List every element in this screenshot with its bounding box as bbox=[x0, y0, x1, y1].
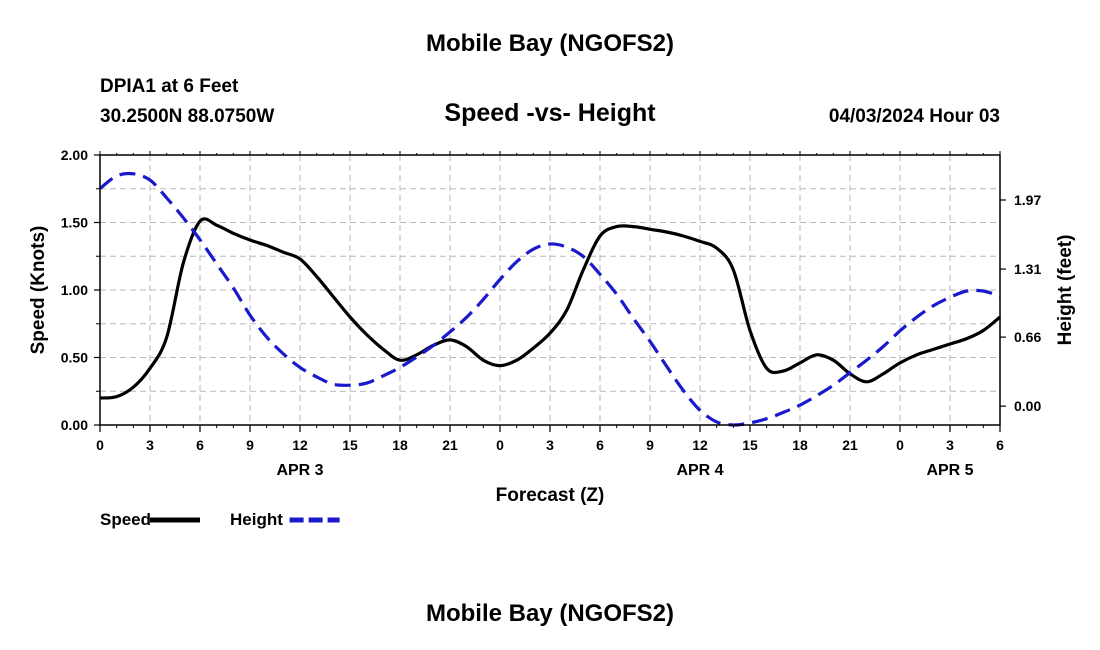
y-tick-label: 0.00 bbox=[61, 417, 88, 433]
y2-tick-label: 0.66 bbox=[1014, 329, 1041, 345]
y-axis-title: Speed (Knots) bbox=[28, 226, 49, 355]
main-title: Mobile Bay (NGOFS2) bbox=[425, 30, 675, 57]
x-tick-label: 15 bbox=[342, 437, 358, 453]
x-tick-label: 15 bbox=[742, 437, 758, 453]
x-tick-label: 0 bbox=[896, 437, 904, 453]
x-tick-label: 12 bbox=[692, 437, 708, 453]
date-label: APR 3 bbox=[276, 462, 323, 479]
grid-lines bbox=[100, 155, 1000, 425]
legend: Speed Height bbox=[100, 510, 340, 529]
x-tick-label: 21 bbox=[442, 437, 458, 453]
y-tick-label: 2.00 bbox=[61, 147, 88, 163]
x-tick-label: 9 bbox=[646, 437, 654, 453]
footer-title: Mobile Bay (NGOFS2) bbox=[425, 600, 675, 627]
y2-tick-label: 0.00 bbox=[1014, 398, 1041, 414]
date-label: APR 5 bbox=[926, 462, 973, 479]
y-tick-label: 1.00 bbox=[61, 282, 88, 298]
date-labels: APR 3 APR 4 APR 5 bbox=[276, 462, 973, 479]
y-tick-label: 0.50 bbox=[61, 350, 88, 366]
y2-axis-title: Height (feet) bbox=[1055, 235, 1076, 346]
x-tick-label: 0 bbox=[496, 437, 504, 453]
x-tick-label: 3 bbox=[146, 437, 154, 453]
y2-tick-label: 1.97 bbox=[1014, 192, 1041, 208]
legend-label-height: Height bbox=[230, 510, 283, 529]
x-axis-title: Forecast (Z) bbox=[496, 485, 605, 506]
x-tick-label: 9 bbox=[246, 437, 254, 453]
x-tick-label: 6 bbox=[596, 437, 604, 453]
x-tick-label: 0 bbox=[96, 437, 104, 453]
plot-title: Speed -vs- Height bbox=[444, 99, 656, 127]
x-tick-label: 6 bbox=[196, 437, 204, 453]
x-tick-label: 12 bbox=[292, 437, 308, 453]
x-tick-label: 3 bbox=[546, 437, 554, 453]
y2-axis-ticks: 0.00 0.66 1.31 1.97 bbox=[1000, 192, 1041, 414]
date-label: APR 4 bbox=[676, 462, 723, 479]
y2-tick-label: 1.31 bbox=[1014, 261, 1041, 277]
forecast-datetime: 04/03/2024 Hour 03 bbox=[828, 106, 1000, 127]
series-line-height bbox=[99, 171, 1001, 427]
x-tick-label: 18 bbox=[792, 437, 808, 453]
legend-label-speed: Speed bbox=[100, 510, 151, 529]
x-tick-label: 18 bbox=[392, 437, 408, 453]
station-coordinates: 30.2500N 88.0750W bbox=[100, 106, 275, 127]
x-tick-label: 6 bbox=[996, 437, 1004, 453]
x-axis-ticks: 0 3 6 9 12 15 18 21 0 3 6 9 12 15 18 21 0 3 6 bbox=[96, 151, 1004, 453]
series-lines bbox=[99, 171, 1002, 427]
station-label: DPIA1 at 6 Feet bbox=[100, 76, 239, 97]
x-tick-label: 21 bbox=[842, 437, 858, 453]
y-axis-ticks: 0.00 0.50 1.00 1.50 2.00 bbox=[61, 147, 100, 433]
x-tick-label: 3 bbox=[946, 437, 954, 453]
y-tick-label: 1.50 bbox=[61, 215, 88, 231]
